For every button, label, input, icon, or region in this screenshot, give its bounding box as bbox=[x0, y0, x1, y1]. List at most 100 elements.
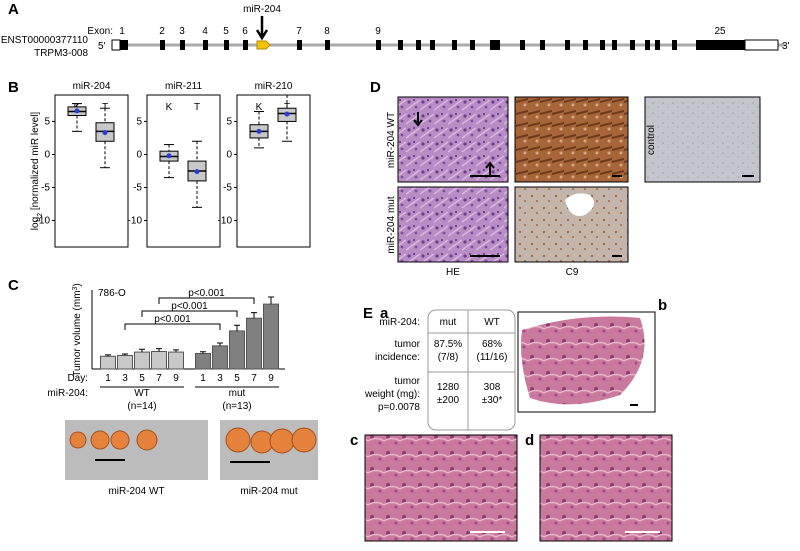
c9-wt-image bbox=[514, 96, 629, 183]
exon-label: Exon: bbox=[87, 26, 113, 37]
exon bbox=[376, 40, 381, 50]
y-axis-label: log2 [normalized miR level] bbox=[30, 112, 44, 231]
panel-label: C bbox=[8, 277, 19, 294]
table-cell: ±200 bbox=[437, 395, 460, 406]
exon bbox=[540, 40, 545, 50]
day-tick-label: 5 bbox=[234, 373, 240, 384]
y-axis-label-part: 3 bbox=[72, 286, 79, 290]
tumor bbox=[110, 430, 130, 450]
e-d-image bbox=[539, 434, 673, 542]
p-value: p<0.001 bbox=[188, 288, 225, 299]
error-bar bbox=[156, 348, 162, 352]
exon-number: 7 bbox=[296, 26, 302, 37]
table-cell: weight (mg): bbox=[364, 389, 420, 400]
y-axis-label-part: ) bbox=[72, 283, 83, 286]
category-label: T bbox=[194, 102, 200, 113]
exon bbox=[398, 40, 403, 50]
exon-number: 9 bbox=[375, 26, 381, 37]
category-label: K bbox=[256, 102, 263, 113]
bar bbox=[117, 354, 133, 370]
exon bbox=[325, 40, 330, 50]
panel-d-images bbox=[397, 96, 761, 263]
table-header: WT bbox=[484, 317, 500, 328]
three-prime: 3' bbox=[782, 41, 790, 52]
e-b-image bbox=[521, 316, 645, 405]
e-c-image bbox=[364, 434, 518, 542]
y-tick-label: 0 bbox=[136, 149, 142, 160]
category-label: K bbox=[166, 102, 173, 113]
mir-arrow bbox=[255, 16, 269, 41]
mean bbox=[74, 108, 80, 114]
exon bbox=[224, 40, 229, 50]
group-name: WT bbox=[134, 388, 150, 399]
mean bbox=[166, 153, 172, 159]
tumor bbox=[69, 431, 87, 449]
panel-label: A bbox=[8, 1, 19, 18]
mean bbox=[194, 169, 200, 175]
cell-line: 786-O bbox=[98, 288, 126, 299]
exon-number: 2 bbox=[159, 26, 165, 37]
bar bbox=[100, 355, 116, 370]
arrow bbox=[413, 112, 423, 127]
error-bar bbox=[139, 348, 145, 353]
y-axis-label-part: [normalized miR level] bbox=[30, 112, 41, 213]
mir-marker bbox=[256, 40, 271, 50]
photo-caption: miR-204 mut bbox=[240, 486, 297, 497]
exon-number: 5 bbox=[223, 26, 229, 37]
exon bbox=[120, 40, 128, 50]
error-bar bbox=[173, 349, 179, 353]
y-tick-label: -10 bbox=[36, 216, 51, 227]
error-bar bbox=[217, 342, 223, 346]
utr bbox=[744, 39, 779, 51]
tumor bbox=[225, 427, 251, 453]
day-tick-label: 1 bbox=[200, 373, 206, 384]
bar bbox=[134, 351, 150, 370]
column-label: C9 bbox=[566, 267, 579, 278]
table-cell: 68% bbox=[482, 339, 502, 350]
he-mut-image bbox=[397, 186, 509, 263]
y-tick-label: 0 bbox=[44, 149, 50, 160]
day-tick-label: 9 bbox=[268, 373, 274, 384]
table-cell: tumor bbox=[394, 339, 420, 350]
plot-frame bbox=[146, 94, 221, 248]
table-cell: 1280 bbox=[437, 382, 460, 393]
significance-bracket bbox=[141, 310, 238, 317]
exon bbox=[490, 40, 500, 50]
arrow bbox=[485, 161, 495, 176]
plot-title: miR-210 bbox=[255, 81, 293, 92]
y-tick-label: -5 bbox=[41, 183, 50, 194]
panel-label: B bbox=[8, 79, 19, 96]
day-label: Day: bbox=[67, 373, 88, 384]
exon bbox=[630, 40, 635, 50]
significance-bracket bbox=[158, 297, 255, 304]
table-header: miR-204: bbox=[379, 317, 420, 328]
exon bbox=[583, 40, 588, 50]
tumor bbox=[291, 427, 317, 453]
column-label: HE bbox=[446, 267, 460, 278]
exon-number: 6 bbox=[242, 26, 248, 37]
mean bbox=[284, 111, 290, 117]
transcript-id: ENST00000377110 bbox=[1, 35, 89, 46]
sub-label: d bbox=[525, 432, 534, 449]
plot-title: miR-204 bbox=[73, 81, 111, 92]
error-bar bbox=[251, 312, 257, 319]
mir-label: miR-204 bbox=[243, 4, 281, 15]
bar bbox=[151, 351, 167, 370]
transcript-name: TRPM3-008 bbox=[34, 48, 88, 59]
exon bbox=[612, 40, 617, 50]
bar bbox=[246, 317, 262, 370]
utr bbox=[111, 39, 121, 51]
exon bbox=[600, 40, 605, 50]
day-tick-label: 7 bbox=[251, 373, 257, 384]
category-label: T bbox=[102, 102, 108, 113]
y-tick-label: 5 bbox=[136, 116, 142, 127]
y-tick-label: -10 bbox=[218, 216, 233, 227]
exon bbox=[672, 40, 677, 50]
tumor bbox=[136, 429, 158, 451]
table-frame bbox=[427, 309, 516, 431]
y-tick-label: -10 bbox=[128, 216, 143, 227]
photo-caption: miR-204 WT bbox=[108, 486, 164, 497]
exon bbox=[565, 40, 570, 50]
bar bbox=[195, 352, 211, 370]
tumor bbox=[90, 430, 110, 450]
